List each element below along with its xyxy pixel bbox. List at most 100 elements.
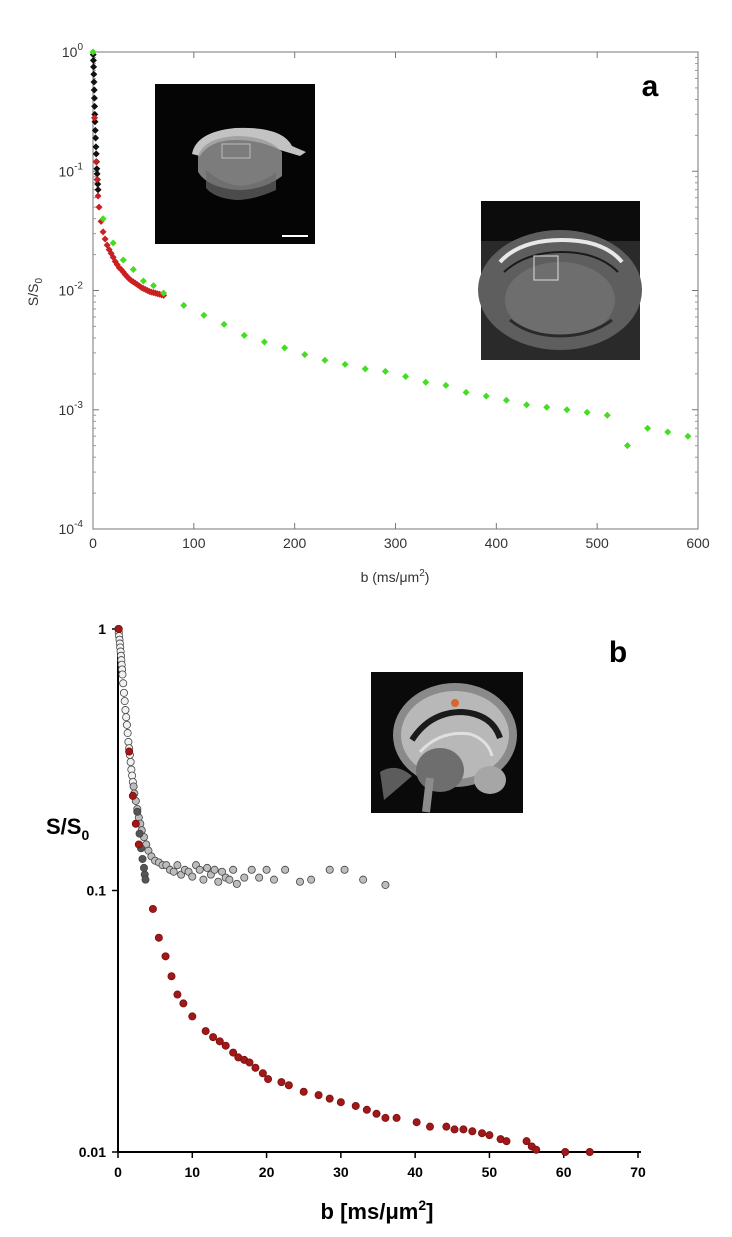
- data-point-b-darkgray: [133, 807, 142, 816]
- data-point-b-red: [215, 1037, 224, 1046]
- data-point-b-red: [179, 999, 188, 1008]
- data-point-a-black: [91, 126, 99, 134]
- data-point-a-red: [123, 273, 131, 281]
- data-point-b-red: [173, 990, 182, 999]
- data-point-a-black: [89, 56, 97, 64]
- data-point-b-gray: [203, 863, 212, 872]
- x-ticks-b: 0 10 20 30 40 50 60 70: [114, 1152, 646, 1180]
- data-point-a-green: [502, 396, 510, 404]
- y-tick-label-b: 1: [98, 621, 106, 637]
- data-point-b-white: [126, 758, 135, 767]
- data-point-a-black: [91, 102, 99, 110]
- x-tick-label-b: 10: [184, 1164, 200, 1180]
- data-point-b-red: [425, 1122, 434, 1131]
- data-point-b-gray: [240, 873, 249, 882]
- data-point-b-darkgray: [141, 875, 150, 884]
- data-point-b-gray: [173, 861, 182, 870]
- data-point-b-red: [351, 1101, 360, 1110]
- y-ticks-b: 1 0.1 0.01: [79, 621, 118, 1160]
- data-point-b-gray: [307, 875, 316, 884]
- data-point-b-red: [161, 952, 170, 961]
- data-point-a-black: [90, 70, 98, 78]
- data-point-b-red: [209, 1033, 218, 1042]
- data-point-b-gray: [295, 877, 304, 886]
- data-point-a-green: [442, 381, 450, 389]
- y-tick-label-a: 10-3: [59, 400, 84, 418]
- data-point-b-red: [392, 1113, 401, 1122]
- data-point-b-gray: [188, 872, 197, 881]
- data-point-b-red: [561, 1148, 570, 1157]
- x-ticks-a: 0 100 200 300 400 500 600: [89, 52, 710, 551]
- data-point-a-red: [94, 192, 102, 200]
- data-point-a-green: [200, 311, 208, 319]
- data-point-b-gray: [232, 879, 241, 888]
- inset-image-mr-top: [155, 84, 315, 244]
- data-point-b-red: [134, 840, 143, 849]
- data-point-b-red: [372, 1109, 381, 1118]
- data-point-b-gray: [217, 867, 226, 876]
- data-point-b-red: [468, 1127, 477, 1136]
- data-point-a-green: [603, 411, 611, 419]
- data-point-a-green: [341, 360, 349, 368]
- data-point-b-darkgray: [138, 854, 147, 863]
- x-axis-label-a: b (ms/μm2): [361, 568, 430, 585]
- data-point-b-gray: [359, 875, 368, 884]
- data-point-b-red: [450, 1125, 459, 1134]
- data-point-a-green: [482, 392, 490, 400]
- data-point-a-green: [543, 403, 551, 411]
- data-point-b-red: [128, 791, 137, 800]
- data-point-b-gray: [381, 880, 390, 889]
- data-point-b-red: [188, 1012, 197, 1021]
- panel-label-a: a: [642, 70, 659, 103]
- x-tick-label-b: 30: [333, 1164, 349, 1180]
- data-point-a-green: [523, 401, 531, 409]
- data-point-a-green: [220, 320, 228, 328]
- data-point-b-red: [412, 1118, 421, 1127]
- x-tick-label-a: 500: [585, 535, 609, 551]
- data-point-b-red: [201, 1027, 210, 1036]
- y-tick-label-b: 0.1: [87, 883, 107, 899]
- data-point-b-red: [229, 1048, 238, 1057]
- data-point-b-red: [485, 1131, 494, 1140]
- roi-marker: [451, 699, 459, 707]
- data-point-a-black: [90, 78, 98, 86]
- data-point-a-black: [92, 150, 100, 158]
- data-point-b-red: [125, 747, 134, 756]
- data-point-b-gray: [199, 875, 208, 884]
- data-point-b-gray: [229, 865, 238, 874]
- data-point-a-black: [90, 94, 98, 102]
- data-point-b-gray: [247, 865, 256, 874]
- data-point-b-gray: [262, 865, 271, 874]
- data-points-b: [114, 625, 594, 1157]
- data-point-a-red: [107, 249, 115, 257]
- data-point-b-red: [154, 933, 163, 942]
- data-point-a-red: [93, 176, 101, 184]
- x-tick-label-a: 100: [182, 535, 206, 551]
- data-point-b-red: [167, 972, 176, 981]
- y-axis-label-a: S/S0: [25, 277, 45, 306]
- data-point-a-black: [94, 186, 102, 194]
- x-tick-label-a: 300: [384, 535, 408, 551]
- data-point-a-green: [381, 367, 389, 375]
- data-point-a-green: [180, 301, 188, 309]
- data-points-a: [89, 48, 692, 450]
- data-point-b-gray: [210, 865, 219, 874]
- data-point-b-white: [123, 729, 132, 738]
- y-tick-label-a: 10-4: [59, 519, 84, 537]
- data-point-b-red: [277, 1078, 286, 1087]
- y-tick-label-b: 0.01: [79, 1144, 106, 1160]
- data-point-a-green: [664, 428, 672, 436]
- y-tick-label-a: 100: [62, 42, 84, 60]
- data-point-a-green: [301, 351, 309, 359]
- x-tick-label-a: 0: [89, 535, 97, 551]
- x-tick-label-b: 50: [482, 1164, 498, 1180]
- data-point-b-white: [118, 670, 127, 679]
- data-point-b-red: [299, 1087, 308, 1096]
- data-point-a-red: [92, 158, 100, 166]
- data-point-a-black: [93, 170, 101, 178]
- data-point-b-gray: [195, 865, 204, 874]
- data-point-a-green: [361, 365, 369, 373]
- y-axis-label-b: S/S0: [46, 814, 89, 843]
- data-point-b-gray: [281, 865, 290, 874]
- x-tick-label-a: 600: [686, 535, 710, 551]
